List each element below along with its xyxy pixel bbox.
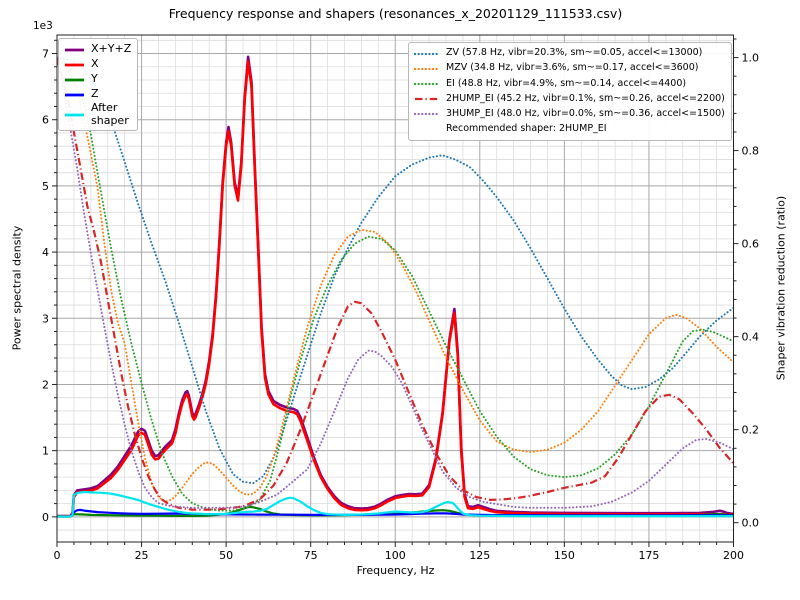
legend-item-label: 3HUMP_EI (48.0 Hz, vibr=0.0%, sm~=0.36, … (446, 107, 725, 119)
y-left-tick-label: 2 (42, 378, 49, 391)
legend-item-label: 2HUMP_EI (45.2 Hz, vibr=0.1%, sm~=0.26, … (446, 92, 725, 104)
y-left-tick-label: 7 (42, 48, 49, 61)
y-left-tick-label: 5 (42, 180, 49, 193)
legend-line-sample (65, 113, 84, 117)
legend-item: Z (64, 87, 131, 102)
y-left-tick-label: 1 (42, 445, 49, 458)
series-3hump-ei (57, 56, 734, 509)
x-tick-label: 100 (385, 549, 406, 562)
y-left-offset-label: 1e3 (33, 20, 53, 32)
x-tick-label: 75 (304, 549, 318, 562)
legend-item-label: Y (91, 72, 98, 86)
x-tick-label: 50 (219, 549, 233, 562)
legend-item: Y (64, 72, 131, 87)
legend-item: 3HUMP_EI (48.0 Hz, vibr=0.0%, sm~=0.36, … (414, 107, 725, 122)
x-axis-label: Frequency, Hz (356, 564, 435, 577)
y-left-tick-label: 3 (42, 312, 49, 325)
legend-line-sample (65, 48, 84, 51)
legend-item-label: Recommended shaper: 2HUMP_EI (446, 123, 607, 135)
legend-item: After shaper (64, 101, 131, 127)
legend-item: ZV (57.8 Hz, vibr=20.3%, sm~=0.05, accel… (414, 46, 725, 61)
x-tick-label: 25 (135, 549, 149, 562)
legend-item-label: Z (91, 87, 99, 101)
x-tick-label: 200 (723, 549, 744, 562)
chart-title: Frequency response and shapers (resonanc… (168, 6, 623, 21)
series-zv (57, 56, 734, 485)
legend-item: Recommended shaper: 2HUMP_EI (414, 122, 725, 137)
y-left-tick-label: 6 (42, 114, 49, 127)
y-right-tick-label: 0.4 (742, 331, 760, 344)
legend-line-sample (65, 78, 84, 81)
x-tick-label: 125 (469, 549, 490, 562)
legend-item: 2HUMP_EI (45.2 Hz, vibr=0.1%, sm~=0.26, … (414, 92, 725, 107)
y-left-axis-label: Power spectral density (10, 225, 24, 351)
legend-item: X (64, 57, 131, 72)
y-left-tick-label: 4 (42, 246, 49, 259)
legend-item-label: X (91, 57, 99, 71)
legend-item: X+Y+Z (64, 42, 131, 57)
y-right-tick-label: 0.0 (742, 517, 760, 530)
series-mzv (57, 56, 734, 503)
legend-line-sample (65, 93, 84, 96)
series-x (57, 60, 734, 518)
legend-item: EI (48.8 Hz, vibr=4.9%, sm~=0.14, accel<… (414, 76, 725, 91)
legend-line-sample (415, 98, 439, 101)
legend-item-label: EI (48.8 Hz, vibr=4.9%, sm~=0.14, accel<… (446, 77, 687, 89)
legend-line-sample (65, 63, 84, 66)
legend-line-sample (414, 113, 440, 116)
legend-line-sample (414, 67, 440, 70)
legend-item: MZV (34.8 Hz, vibr=3.6%, sm~=0.17, accel… (414, 61, 725, 76)
y-right-tick-label: 0.6 (742, 238, 760, 251)
x-tick-label: 0 (54, 549, 61, 562)
legend-item-label: X+Y+Z (91, 42, 132, 56)
legend-item-label: MZV (34.8 Hz, vibr=3.6%, sm~=0.17, accel… (446, 62, 699, 74)
y-right-tick-label: 0.2 (742, 424, 760, 437)
series-after-shaper (57, 490, 734, 518)
legend-item-label: After shaper (91, 101, 129, 127)
series-ei (57, 56, 734, 512)
legend-shapers: ZV (57.8 Hz, vibr=20.3%, sm~=0.05, accel… (408, 42, 732, 142)
y-right-axis-label: Shaper vibration reduction (ratio) (774, 195, 788, 381)
y-left-tick-label: 0 (42, 511, 49, 524)
legend-line-sample (414, 82, 440, 86)
legend-line-sample (414, 52, 440, 55)
series-2hump-ei (57, 57, 734, 511)
x-tick-label: 150 (554, 549, 575, 562)
legend-item-label: ZV (57.8 Hz, vibr=20.3%, sm~=0.05, accel… (446, 47, 703, 59)
y-right-tick-label: 0.8 (742, 145, 760, 158)
x-tick-label: 175 (638, 549, 659, 562)
y-right-tick-label: 1.0 (742, 52, 760, 65)
legend-psd: X+Y+Z X Y Z After shaper (58, 38, 139, 132)
